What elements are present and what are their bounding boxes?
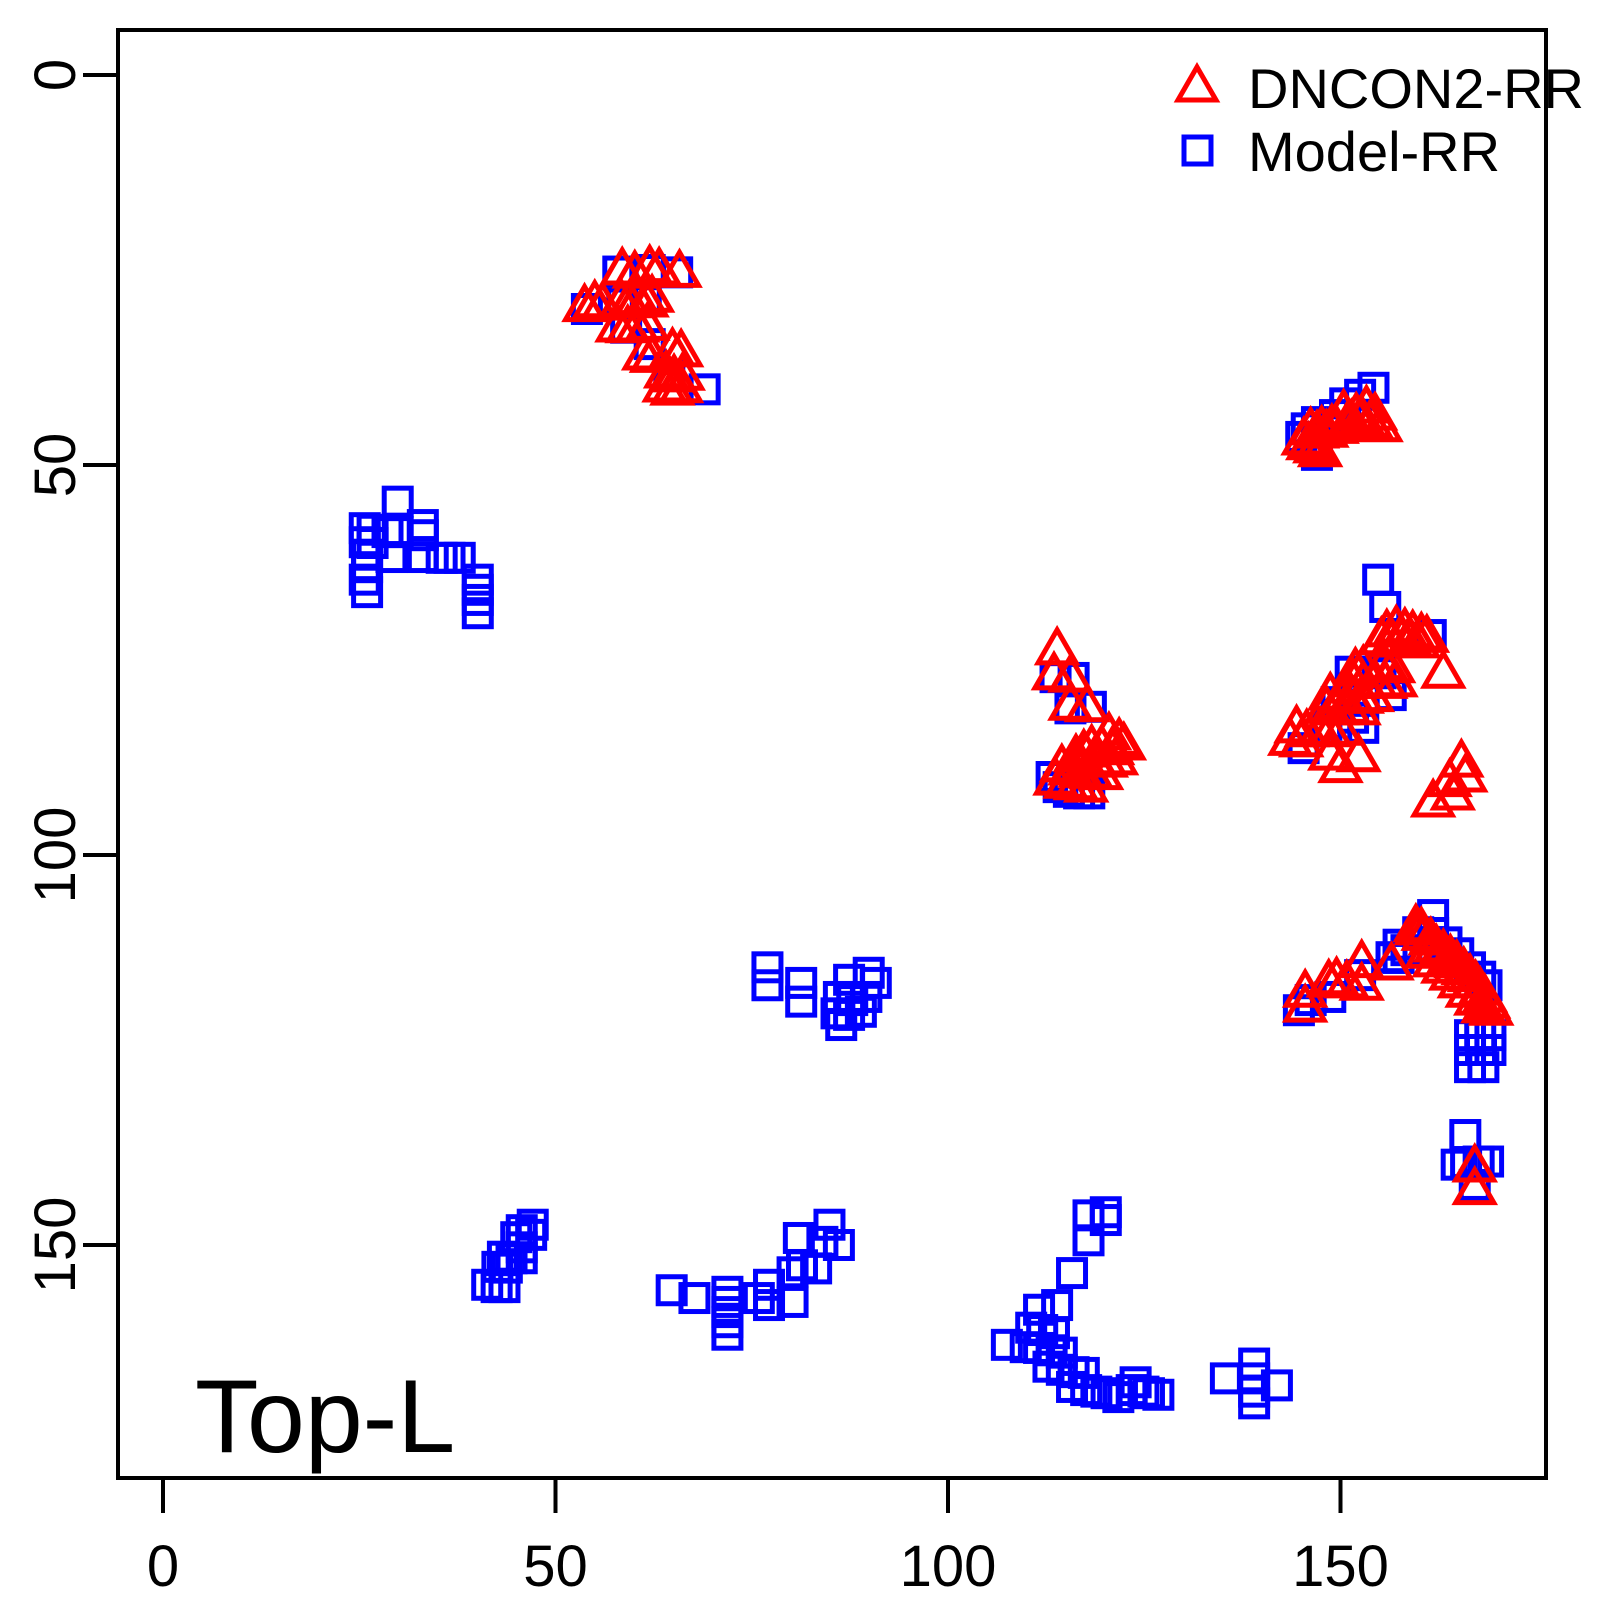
legend-label-model: Model-RR xyxy=(1248,120,1500,183)
square-marker xyxy=(375,541,408,574)
legend-square-icon xyxy=(1181,134,1214,167)
triangle-marker xyxy=(1409,776,1457,818)
triangle-marker xyxy=(1296,426,1344,468)
square-marker xyxy=(751,951,784,984)
triangle-marker xyxy=(1420,648,1467,689)
triangle-marker xyxy=(1062,762,1110,803)
triangle-marker xyxy=(1277,716,1325,758)
triangle-marker xyxy=(1335,684,1382,726)
square-marker xyxy=(1467,1051,1500,1084)
x-tick-label: 50 xyxy=(523,1534,588,1599)
square-marker xyxy=(1474,1034,1507,1066)
triangle-marker xyxy=(1372,656,1419,698)
square-marker xyxy=(655,1274,688,1307)
square-marker xyxy=(461,597,494,630)
series-dncon2-rr xyxy=(561,242,1515,1206)
triangle-marker xyxy=(1451,1164,1499,1206)
square-marker xyxy=(1089,1204,1122,1237)
triangle-marker xyxy=(1411,936,1459,978)
square-marker xyxy=(1362,563,1395,596)
triangle-marker xyxy=(1284,419,1332,461)
x-tick-label: 0 xyxy=(147,1534,179,1599)
square-marker xyxy=(753,1289,786,1322)
square-marker xyxy=(852,956,885,989)
square-marker xyxy=(351,576,384,609)
legend: DNCON2-RR Model-RR xyxy=(1173,57,1584,183)
triangle-marker xyxy=(1335,731,1382,773)
triangle-marker xyxy=(657,362,705,404)
triangle-marker xyxy=(1338,960,1386,1001)
square-marker xyxy=(406,519,439,552)
square-marker xyxy=(711,1318,744,1351)
y-tick-label: 100 xyxy=(23,807,88,904)
y-tick-label: 50 xyxy=(23,433,88,498)
x-tick-label: 100 xyxy=(900,1534,997,1599)
triangle-marker xyxy=(1343,383,1390,424)
triangle-marker xyxy=(1427,950,1475,991)
triangle-marker xyxy=(656,247,703,288)
y-tick-label: 0 xyxy=(23,59,88,91)
triangle-marker xyxy=(1338,937,1386,979)
triangle-marker xyxy=(1317,705,1365,746)
square-marker xyxy=(433,541,466,574)
triangle-marker xyxy=(1451,1141,1499,1183)
triangle-marker xyxy=(1032,755,1079,796)
square-marker xyxy=(1260,1369,1293,1402)
square-marker xyxy=(443,541,476,574)
square-marker xyxy=(1142,1378,1175,1411)
square-marker xyxy=(488,1271,521,1304)
triangle-marker xyxy=(1403,928,1451,969)
square-marker xyxy=(1209,1362,1242,1395)
square-marker xyxy=(785,985,818,1018)
plot-border xyxy=(116,28,1548,1480)
square-marker xyxy=(1369,590,1402,623)
square-marker xyxy=(776,1256,809,1289)
triangle-marker xyxy=(1420,943,1467,984)
triangle-marker xyxy=(1438,737,1485,778)
legend-triangle-icon xyxy=(1173,61,1221,103)
square-marker xyxy=(825,1009,858,1042)
triangle-marker xyxy=(1077,749,1125,791)
square-marker xyxy=(381,485,414,518)
x-axis: 0 50 100 150 xyxy=(147,1480,1389,1599)
square-marker xyxy=(813,1208,846,1241)
square-marker xyxy=(782,1221,815,1254)
triangle-marker xyxy=(1368,939,1415,981)
triangle-marker xyxy=(1426,756,1473,798)
legend-label-dncon2: DNCON2-RR xyxy=(1248,57,1584,120)
square-marker xyxy=(1238,1387,1271,1420)
square-marker xyxy=(751,969,784,1002)
y-axis: 0 50 100 150 xyxy=(23,59,116,1294)
square-marker xyxy=(490,1251,523,1284)
square-marker xyxy=(776,1285,809,1318)
square-marker xyxy=(1072,1224,1105,1257)
square-marker xyxy=(822,1229,855,1261)
triangle-marker xyxy=(1357,401,1404,443)
plot-title: Top-L xyxy=(195,1359,455,1475)
triangle-marker xyxy=(1063,681,1111,723)
square-marker xyxy=(785,966,818,999)
triangle-marker xyxy=(1444,967,1491,1008)
square-marker xyxy=(711,1285,744,1318)
square-marker xyxy=(990,1328,1023,1361)
square-marker xyxy=(806,1225,839,1258)
y-tick-label: 150 xyxy=(23,1197,88,1294)
square-marker xyxy=(711,1275,744,1308)
triangle-marker xyxy=(1460,982,1507,1024)
square-marker xyxy=(1056,1257,1089,1290)
square-marker xyxy=(678,1282,711,1315)
triangle-marker xyxy=(1317,742,1364,784)
triangle-marker xyxy=(1092,734,1140,776)
triangle-marker xyxy=(1429,769,1477,811)
x-tick-label: 150 xyxy=(1292,1534,1389,1599)
triangle-marker xyxy=(1394,617,1442,659)
triangle-marker xyxy=(1281,982,1329,1023)
